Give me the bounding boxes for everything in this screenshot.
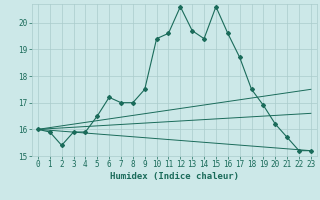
X-axis label: Humidex (Indice chaleur): Humidex (Indice chaleur): [110, 172, 239, 181]
